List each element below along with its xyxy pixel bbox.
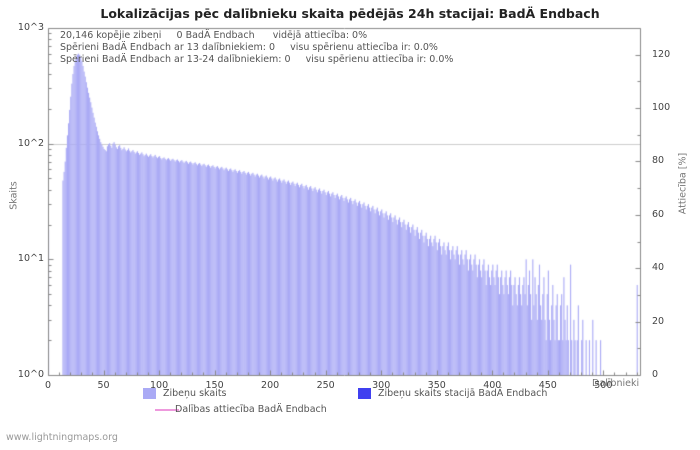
y-tick-right-4: 80 — [652, 155, 665, 167]
x-axis-label: Dalībnieki — [592, 378, 640, 389]
y-tick-right-6: 120 — [652, 48, 671, 60]
x-tick-1: 50 — [97, 380, 110, 391]
legend-label-ratio: Dalības attiecība BadÄ Endbach — [175, 404, 327, 415]
y-tick-left-2: 10^2 — [17, 137, 44, 149]
x-tick-5: 250 — [316, 380, 335, 391]
chart-title: Lokalizācijas pēc dalībnieku skaita pēdē… — [100, 6, 600, 21]
y-tick-left-0: 10^0 — [17, 369, 44, 380]
legend-swatch-station — [358, 388, 371, 399]
x-tick-8: 400 — [483, 380, 502, 391]
x-tick-7: 350 — [427, 380, 446, 391]
y-tick-right-3: 60 — [652, 208, 665, 220]
y-axis-label-left: Skaits — [8, 181, 20, 210]
x-tick-4: 200 — [261, 380, 280, 391]
annotation-station-13-24: Spērieni BadÄ Endbach ar 13-24 dalībniek… — [60, 54, 454, 65]
x-tick-9: 450 — [538, 380, 557, 391]
chart-legend: Zibeņu skaits Zibeņu skaits stacijā BadÄ… — [0, 388, 700, 428]
legend-line-ratio — [155, 409, 179, 411]
x-tick-2: 100 — [149, 380, 169, 391]
annotation-station-13: Spērieni BadÄ Endbach ar 13 dalībniekiem… — [60, 42, 438, 53]
y-tick-left-3: 10^3 — [17, 22, 44, 33]
y-tick-right-2: 40 — [652, 262, 665, 274]
x-tick-6: 300 — [372, 380, 391, 391]
legend-label-total: Zibeņu skaits — [163, 388, 227, 399]
y-tick-left-1: 10^1 — [17, 253, 44, 265]
x-tick-3: 150 — [205, 380, 224, 391]
y-tick-right-5: 100 — [652, 102, 671, 114]
footer-url: www.lightningmaps.org — [6, 432, 118, 443]
y-tick-right-1: 20 — [652, 315, 665, 327]
y-tick-right-0: 0 — [652, 369, 659, 380]
legend-label-station: Zibeņu skaits stacijā BadÄ Endbach — [378, 388, 548, 399]
annotation-total-strokes: 20,146 kopējie zibeņi 0 BadÄ Endbach vid… — [60, 30, 368, 41]
x-tick-10: 500 — [594, 380, 613, 391]
x-tick-0: 0 — [44, 380, 52, 391]
legend-swatch-total — [143, 388, 156, 399]
